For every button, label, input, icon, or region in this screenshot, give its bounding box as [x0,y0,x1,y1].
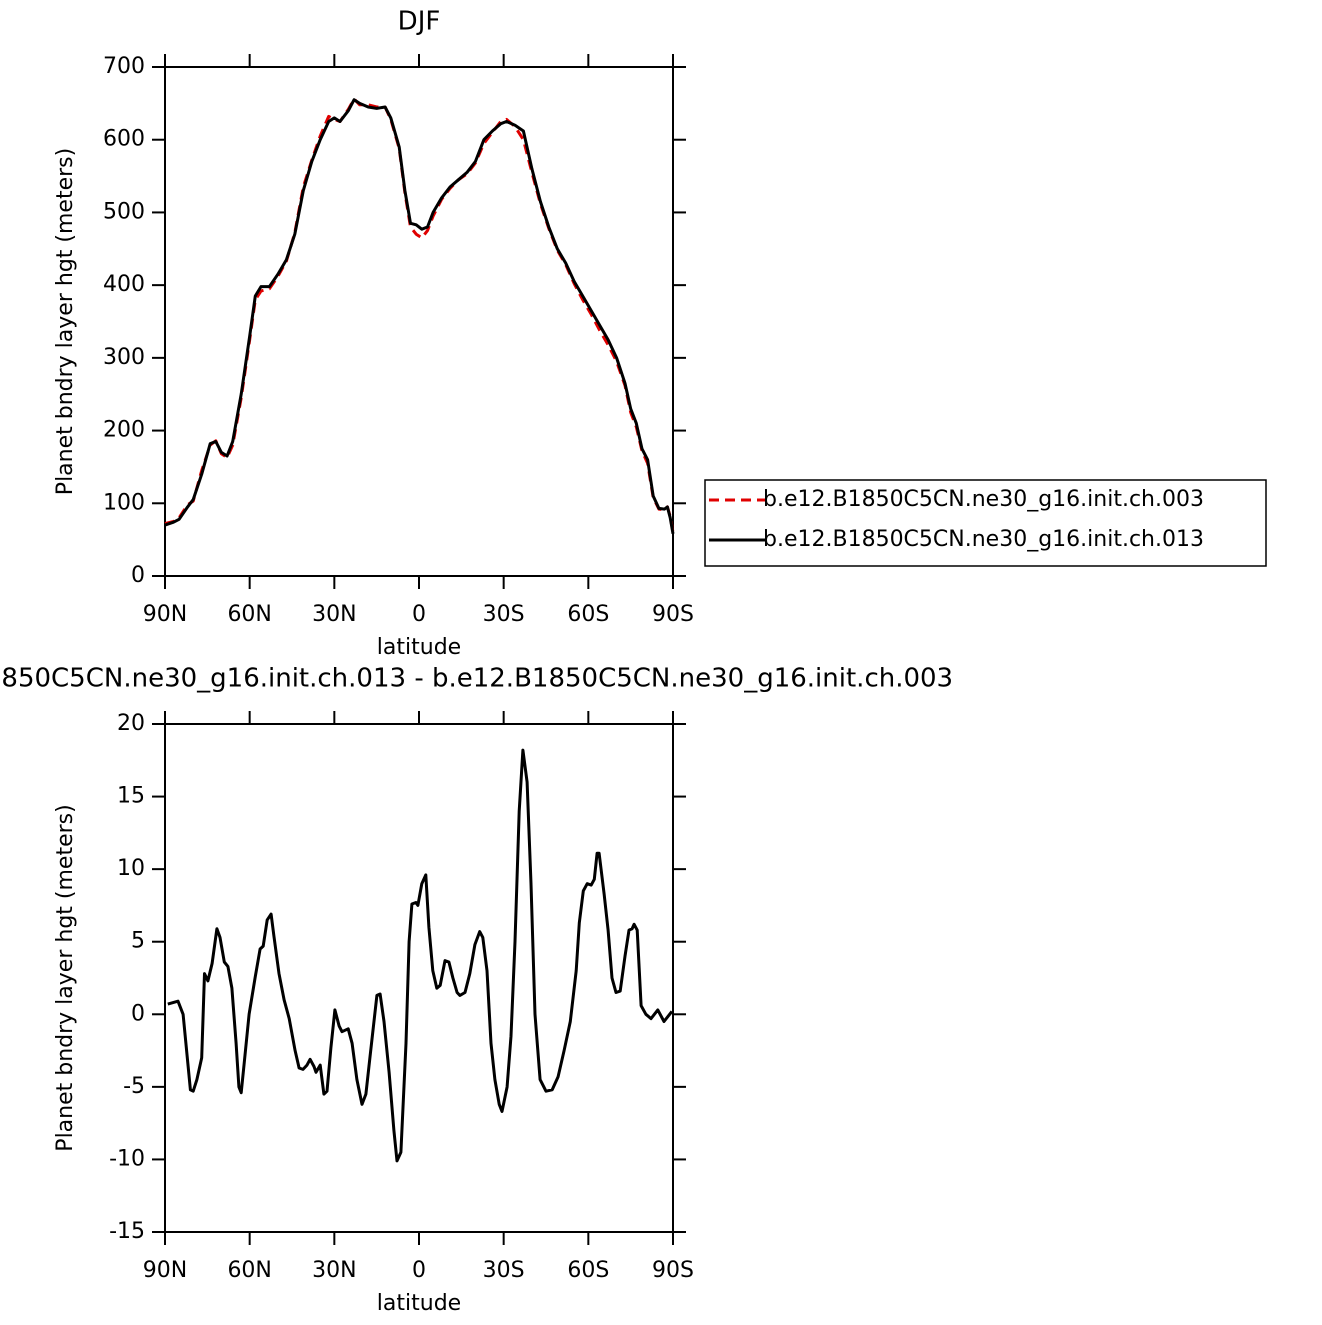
y-tick-label: -15 [109,1219,145,1244]
y-tick-label: 5 [131,929,145,954]
y-tick-label: 300 [103,345,145,370]
x-tick-label: 60S [567,602,609,627]
x-tick-label: 90S [652,602,694,627]
y-tick-label: 100 [103,490,145,515]
x-axis-label: latitude [377,1291,461,1316]
x-tick-label: 60N [227,1258,271,1283]
x-tick-label: 0 [412,602,426,627]
series-line [167,748,674,1163]
x-tick-label: 90N [143,1258,187,1283]
y-axis-label: Planet bndry layer hgt (meters) [53,804,78,1151]
x-tick-label: 30S [483,602,525,627]
y-tick-label: 20 [117,711,145,736]
x-tick-label: 90N [143,602,187,627]
y-tick-label: 0 [131,1001,145,1026]
y-tick-label: 15 [117,784,145,809]
x-axis-label: latitude [377,635,461,660]
y-tick-label: 200 [103,418,145,443]
y-axis-label: Planet bndry layer hgt (meters) [53,148,78,495]
chart-title: b.e12.B1850C5CN.ne30_g16.init.ch.013 - b… [0,664,953,694]
x-tick-label: 0 [412,1258,426,1283]
chart-title: DJF [398,7,441,37]
x-tick-label: 60N [227,602,271,627]
y-tick-label: 10 [117,856,145,881]
x-tick-label: 30N [312,602,356,627]
x-tick-label: 30S [483,1258,525,1283]
legend-label: b.e12.B1850C5CN.ne30_g16.init.ch.003 [763,487,1204,512]
legend-label: b.e12.B1850C5CN.ne30_g16.init.ch.013 [763,527,1204,552]
x-tick-label: 60S [567,1258,609,1283]
x-tick-label: 90S [652,1258,694,1283]
y-tick-label: 700 [103,54,145,79]
series-line [164,97,675,533]
y-tick-label: 500 [103,199,145,224]
y-tick-label: 400 [103,272,145,297]
legend-box [704,479,1267,567]
plot-frame [164,723,674,1233]
y-tick-label: -5 [123,1074,145,1099]
y-tick-label: 0 [131,563,145,588]
y-tick-label: -10 [109,1146,145,1171]
y-tick-label: 600 [103,127,145,152]
x-tick-label: 30N [312,1258,356,1283]
series-line [164,98,675,535]
